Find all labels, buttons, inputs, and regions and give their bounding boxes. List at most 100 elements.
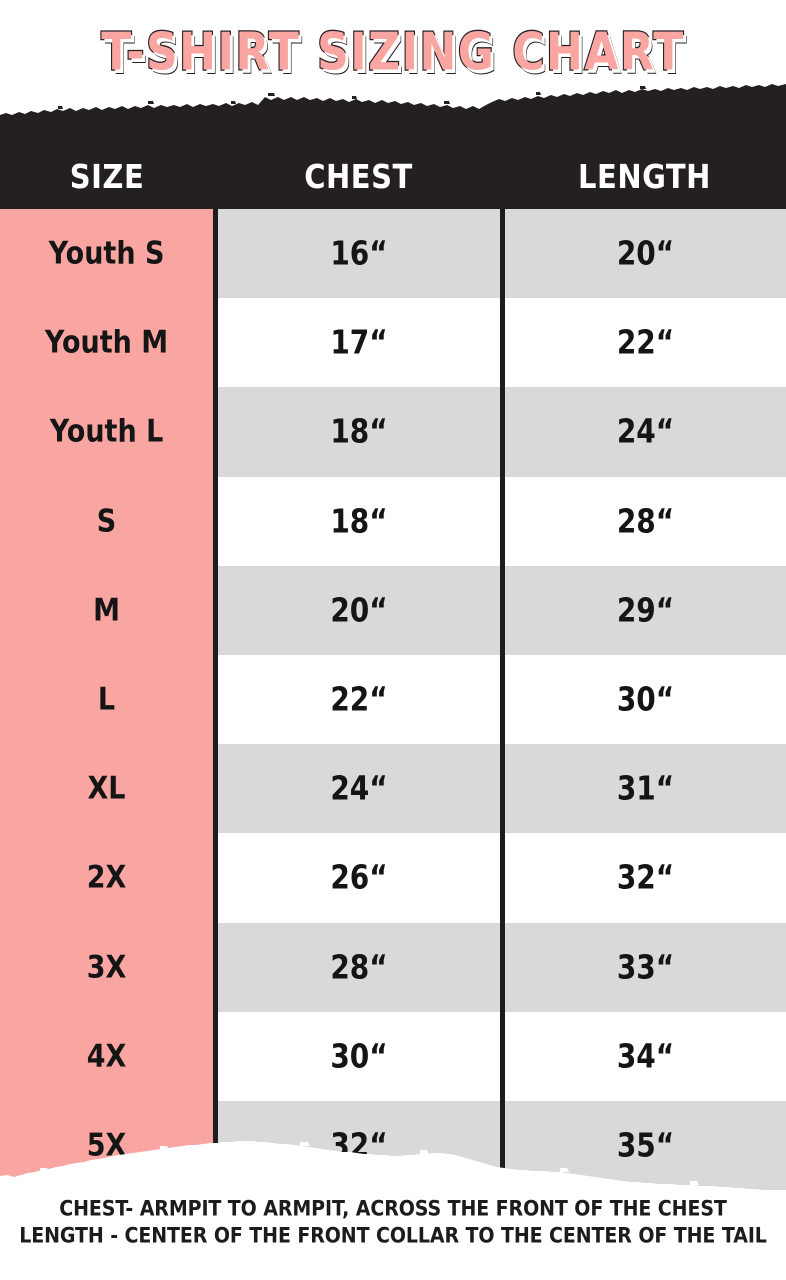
length-value: 31“ (616, 769, 675, 808)
table-body-clip: Youth S 16“ 20“ Youth M 17“ 22“ Youth L 18“ 24“ S… (0, 209, 786, 1190)
column-divider (213, 565, 218, 655)
column-divider (213, 922, 218, 1012)
cell-length: 33“ (505, 922, 786, 1012)
table-row: L 22“ 30“ (0, 654, 786, 745)
cell-size: 3X (0, 922, 213, 1012)
chest-value: 32“ (330, 1126, 388, 1165)
column-divider (500, 833, 505, 923)
length-value: 24“ (616, 412, 675, 452)
size-label: Youth L (49, 413, 164, 450)
cell-length: 35“ (505, 1100, 786, 1190)
torn-top-edge-icon (0, 84, 786, 210)
cell-chest: 20“ (218, 565, 500, 655)
length-value: 28“ (616, 502, 675, 541)
length-value: 35“ (616, 1126, 675, 1165)
length-value: 29“ (616, 591, 675, 630)
column-divider (213, 654, 218, 745)
table-row: S 18“ 28“ (0, 476, 786, 566)
column-divider (213, 476, 218, 566)
chest-value: 20“ (330, 591, 388, 630)
table-row: 3X 28“ 33“ (0, 922, 786, 1012)
cell-size: L (0, 654, 213, 745)
cell-chest: 26“ (218, 833, 500, 923)
size-label: Youth M (44, 324, 169, 361)
table-row: 5X 32“ 35“ (0, 1100, 786, 1190)
cell-size: Youth M (0, 298, 213, 388)
column-divider (213, 744, 218, 834)
column-divider (500, 476, 505, 566)
cell-size: XL (0, 744, 213, 834)
footer-line-length: LENGTH - CENTER OF THE FRONT COLLAR TO T… (19, 1223, 767, 1249)
column-divider (500, 387, 505, 477)
page-title: T-SHIRT SIZING CHART (100, 21, 685, 84)
length-value: 20“ (616, 234, 675, 273)
column-divider (500, 922, 505, 1012)
cell-size: 5X (0, 1100, 213, 1190)
length-value: 32“ (616, 858, 675, 898)
footer-notes: CHEST- ARMPIT TO ARMPIT, ACROSS THE FRON… (0, 1196, 786, 1250)
chest-value: 30“ (330, 1037, 388, 1076)
column-divider (500, 298, 505, 388)
size-label: 5X (86, 1127, 127, 1164)
cell-size: 2X (0, 833, 213, 923)
header-band (0, 84, 786, 210)
column-divider (500, 654, 505, 745)
sizing-table: Youth S 16“ 20“ Youth M 17“ 22“ Youth L 18“ 24“ S… (0, 209, 786, 1190)
cell-size: M (0, 565, 213, 655)
table-row: Youth L 18“ 24“ (0, 387, 786, 477)
cell-chest: 18“ (218, 476, 500, 566)
footer-line-chest: CHEST- ARMPIT TO ARMPIT, ACROSS THE FRON… (59, 1196, 727, 1222)
chest-value: 17“ (330, 323, 388, 362)
cell-size: Youth S (0, 209, 213, 299)
chest-value: 18“ (330, 412, 388, 452)
table-row: XL 24“ 31“ (0, 744, 786, 834)
column-divider (500, 565, 505, 655)
chest-value: 24“ (330, 769, 388, 808)
cell-chest: 22“ (218, 654, 500, 745)
cell-length: 20“ (505, 209, 786, 299)
table-row: 2X 26“ 32“ (0, 833, 786, 923)
length-value: 33“ (616, 947, 675, 987)
column-divider (500, 1011, 505, 1101)
cell-length: 31“ (505, 744, 786, 834)
size-label: 4X (86, 1038, 127, 1075)
table-row: M 20“ 29“ (0, 565, 786, 655)
cell-length: 28“ (505, 476, 786, 566)
size-label: 3X (86, 949, 127, 986)
cell-size: 4X (0, 1011, 213, 1101)
chest-value: 16“ (330, 234, 388, 273)
length-value: 30“ (616, 680, 675, 719)
cell-chest: 32“ (218, 1100, 500, 1190)
cell-chest: 30“ (218, 1011, 500, 1101)
chest-value: 18“ (330, 502, 388, 541)
cell-chest: 18“ (218, 387, 500, 477)
chest-value: 22“ (330, 680, 388, 719)
cell-chest: 17“ (218, 298, 500, 388)
cell-length: 29“ (505, 565, 786, 655)
column-divider (213, 387, 218, 477)
size-label: M (93, 592, 120, 629)
size-label: S (96, 503, 117, 540)
cell-chest: 16“ (218, 209, 500, 299)
column-divider (500, 744, 505, 834)
column-divider (500, 209, 505, 299)
table-row: Youth S 16“ 20“ (0, 209, 786, 299)
cell-size: Youth L (0, 387, 213, 477)
table-row: 4X 30“ 34“ (0, 1011, 786, 1101)
chest-value: 28“ (330, 947, 388, 987)
cell-length: 24“ (505, 387, 786, 477)
column-divider (213, 833, 218, 923)
length-value: 34“ (616, 1037, 675, 1076)
cell-size: S (0, 476, 213, 566)
cell-length: 34“ (505, 1011, 786, 1101)
column-divider (213, 1011, 218, 1101)
size-label: 2X (86, 859, 127, 896)
chest-value: 26“ (330, 858, 388, 898)
cell-length: 32“ (505, 833, 786, 923)
cell-length: 22“ (505, 298, 786, 388)
size-label: XL (87, 770, 126, 807)
cell-chest: 28“ (218, 922, 500, 1012)
title-area: T-SHIRT SIZING CHART (0, 0, 786, 104)
size-label: L (97, 681, 116, 718)
